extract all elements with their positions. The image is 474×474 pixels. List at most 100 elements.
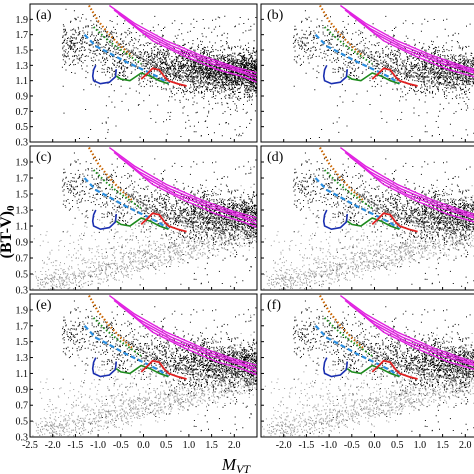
panel-label: (a) — [36, 8, 52, 23]
x-tick-label: 1.0 — [414, 440, 427, 451]
x-tick-label: 0.5 — [391, 440, 404, 451]
x-tick-label: -2.0 — [45, 440, 61, 451]
y-tick-label: 1.3 — [16, 61, 29, 72]
magenta-track-1 — [339, 4, 474, 70]
x-axis-label: MVT — [221, 455, 252, 474]
magenta-track-4 — [127, 163, 257, 229]
y-tick-label: 0.7 — [16, 107, 29, 118]
observed-points — [292, 10, 474, 139]
y-tick-label: 0.7 — [16, 254, 29, 265]
x-tick-label: -0.5 — [113, 440, 129, 451]
panel-label: (f) — [267, 298, 281, 313]
panel-label: (e) — [36, 298, 52, 313]
grey-dashed-track — [358, 49, 457, 87]
magenta-track-1 — [108, 147, 257, 219]
x-tick-label: 0.5 — [160, 440, 173, 451]
magenta-track-1 — [108, 4, 257, 74]
y-axis-label-sub: 0 — [5, 205, 17, 211]
cyan-dashed-track — [83, 325, 170, 378]
observed-points — [61, 152, 257, 287]
panel-label: (c) — [36, 150, 52, 165]
green-track — [115, 364, 169, 378]
y-tick-label: 1.3 — [16, 206, 29, 217]
magenta-track-4 — [358, 163, 474, 223]
x-tick-label: 1.5 — [205, 440, 218, 451]
panel-c: 0.3 0.5 0.7 0.9 1.1 1.3 1.5 1.7 1.9 (c) — [16, 145, 258, 297]
orange-dotted-track — [88, 295, 133, 349]
red-track — [140, 359, 187, 380]
x-tick-label: -1.5 — [298, 440, 314, 451]
y-tick-label: 0.9 — [16, 238, 29, 249]
simulated-points — [263, 185, 474, 290]
panel-b: (b) — [260, 3, 474, 143]
orange-dotted-track — [319, 4, 364, 57]
panels-layer: 0.30.50.70.91.11.31.51.71.9 (a) (b)0.30.50… — [16, 3, 474, 451]
green-track — [346, 72, 400, 85]
grey-dashed-track — [358, 193, 457, 233]
y-tick-label: 1.1 — [16, 369, 29, 380]
cyan-dashed-track — [83, 33, 170, 85]
magenta-track-2 — [344, 9, 474, 73]
x-axis-label-sub: VT — [236, 462, 251, 474]
x-tick-label: 1.5 — [436, 440, 449, 451]
cyan-dashed-track — [83, 177, 170, 231]
simulated-points — [262, 333, 474, 437]
red-track — [371, 212, 418, 233]
plot-area — [61, 4, 257, 139]
green-dotted-track — [323, 169, 373, 210]
magenta-track-4 — [127, 310, 257, 376]
orange-dotted-track — [319, 147, 364, 202]
cyan-dashed-track — [314, 33, 401, 85]
x-tick-label: 0.0 — [368, 440, 381, 451]
y-tick-label: 1.9 — [16, 15, 29, 26]
red-track — [371, 359, 418, 380]
red-track — [140, 212, 187, 233]
magenta-track-4 — [127, 20, 257, 83]
orange-dotted-track — [88, 147, 133, 202]
plot-area — [292, 4, 474, 139]
plot-area — [32, 295, 257, 437]
y-tick-label: 1.5 — [16, 337, 29, 348]
green-dotted-track — [92, 317, 142, 357]
panel-d: (d) — [260, 145, 474, 291]
x-axis-label-main: M — [221, 455, 237, 474]
y-axis-label: (BT-V)0 — [0, 205, 17, 258]
observed-points — [292, 152, 474, 287]
y-tick-label: 0.7 — [16, 401, 29, 412]
y-tick-label: 0.5 — [16, 270, 29, 281]
labels-layer: MVT (BT-V)0 — [0, 205, 251, 474]
y-tick-label: 0.9 — [16, 92, 29, 103]
magenta-track-2 — [113, 299, 257, 370]
grey-dashed-track — [127, 49, 226, 87]
x-tick-label: -1.5 — [67, 440, 83, 451]
green-track — [115, 217, 169, 230]
panel-f: -2.0 -1.5 -1.0 -0.5 0.0 0.5 1.0 1.5 2.0 (f) — [260, 293, 474, 451]
plot-area — [262, 295, 474, 437]
y-tick-label: 1.7 — [16, 321, 29, 332]
green-track — [346, 364, 400, 378]
x-tick-label: -0.5 — [344, 440, 360, 451]
grey-dashed-track — [127, 193, 226, 233]
magenta-track-1 — [339, 295, 474, 363]
green-track — [115, 72, 169, 85]
blue-hook-track — [322, 64, 349, 85]
red-track — [371, 67, 418, 87]
x-tick-label: 2.0 — [228, 440, 241, 451]
magenta-track-2 — [344, 151, 474, 218]
y-tick-label: 0.5 — [16, 417, 29, 428]
y-tick-label: 0.9 — [16, 385, 29, 396]
green-dotted-track — [92, 169, 142, 210]
y-tick-label: 1.5 — [16, 46, 29, 57]
plot-area — [263, 147, 474, 290]
panel-label: (d) — [267, 150, 284, 165]
panel-e: 0.30.50.70.91.11.31.51.71.9-2.5 -2.0 -1.5-… — [16, 293, 258, 451]
observed-points — [61, 8, 257, 139]
observed-points — [292, 300, 474, 434]
green-dotted-track — [323, 317, 373, 357]
y-tick-label: 1.5 — [16, 190, 29, 201]
magenta-track-4 — [358, 310, 474, 371]
panel-label: (b) — [267, 8, 284, 23]
x-tick-label: -1.0 — [90, 440, 106, 451]
y-tick-label: 0.3 — [16, 138, 29, 149]
x-tick-label: 2.0 — [459, 440, 472, 451]
